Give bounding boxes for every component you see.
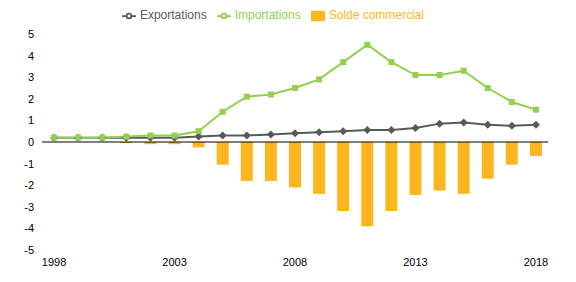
svg-text:-4: -4 (24, 222, 34, 234)
svg-text:-3: -3 (24, 201, 34, 213)
svg-text:2008: 2008 (283, 256, 307, 268)
html-text:Exportations: Exportations (139, 8, 207, 22)
svg-text:-1: -1 (24, 158, 34, 170)
html-text:Solde commercial: Solde commercial (328, 8, 424, 22)
svg-text:1: 1 (28, 114, 34, 126)
svg-text:2013: 2013 (403, 256, 427, 268)
svg-text:-2: -2 (24, 179, 34, 191)
html-text:Importations: Importations (234, 8, 301, 22)
svg-text:-5: -5 (24, 244, 34, 256)
svg-text:2003: 2003 (162, 256, 186, 268)
svg-text:3: 3 (28, 71, 34, 83)
svg-text:5: 5 (28, 28, 34, 40)
svg-text:4: 4 (28, 50, 34, 62)
svg-text:2: 2 (28, 93, 34, 105)
svg-text:2018: 2018 (524, 256, 548, 268)
svg-text:0: 0 (28, 136, 34, 148)
svg-text:1998: 1998 (42, 256, 66, 268)
